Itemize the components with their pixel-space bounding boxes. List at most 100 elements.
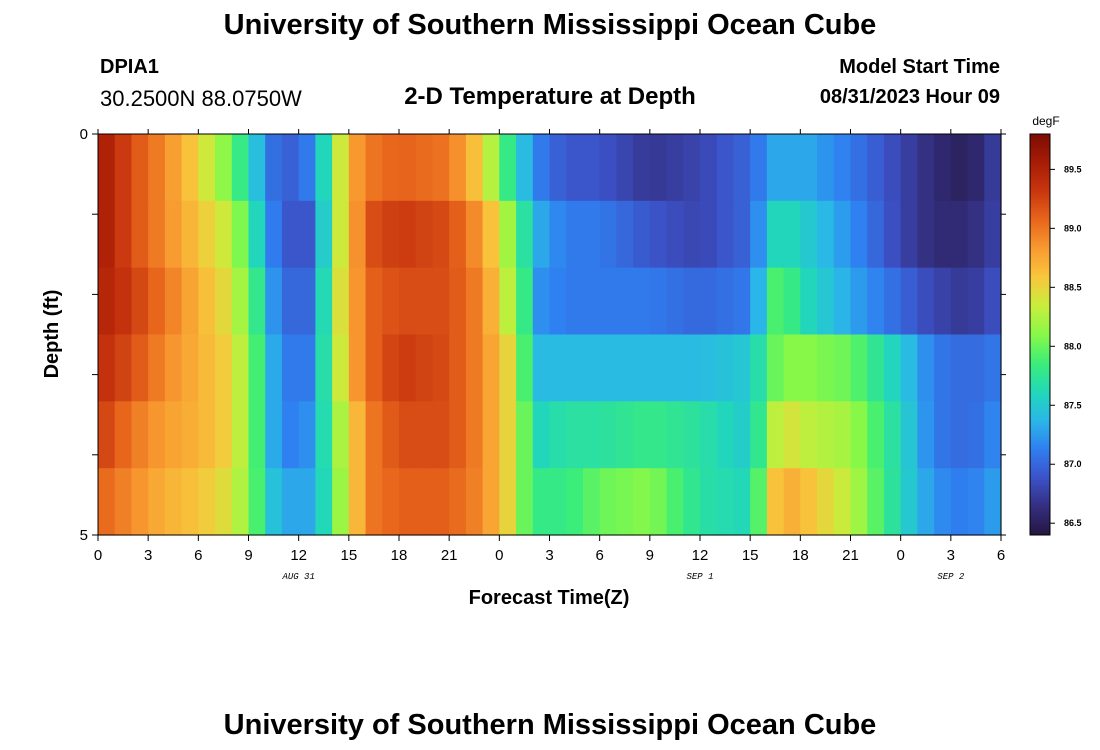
- heatmap-cell: [248, 334, 266, 402]
- colorbar-tick-label: 87.5: [1064, 400, 1082, 410]
- heatmap-cell: [516, 267, 534, 336]
- heatmap-cell: [315, 267, 333, 336]
- heatmap-cell: [181, 134, 199, 202]
- heatmap-cell: [950, 468, 969, 536]
- heatmap-cell: [114, 468, 133, 536]
- heatmap-cell: [700, 134, 718, 202]
- heatmap-cell: [850, 401, 868, 469]
- footer-title: University of Southern Mississippi Ocean…: [223, 709, 877, 741]
- heatmap-cell: [666, 334, 684, 402]
- heatmap-cell: [198, 468, 216, 536]
- x-tick-label: 6: [595, 547, 603, 564]
- heatmap-cell: [164, 334, 183, 402]
- heatmap-cell: [98, 334, 116, 402]
- heatmap-cell: [332, 334, 350, 402]
- heatmap-cell: [733, 468, 751, 536]
- heatmap-cells: [98, 134, 1002, 536]
- x-tick-label: 3: [545, 547, 553, 564]
- heatmap-cell: [449, 468, 467, 536]
- heatmap-cell: [231, 401, 250, 469]
- heatmap-cell: [934, 200, 952, 269]
- heatmap-cell: [231, 267, 250, 336]
- x-tick-label: 9: [646, 547, 654, 564]
- heatmap-cell: [248, 267, 266, 336]
- x-tick-label: 6: [997, 547, 1005, 564]
- heatmap-cell: [298, 200, 316, 269]
- heatmap-cell: [499, 334, 517, 402]
- heatmap-cell: [131, 200, 149, 269]
- heatmap-cell: [616, 200, 634, 269]
- heatmap-cell: [315, 200, 333, 269]
- heatmap-cell: [967, 334, 985, 402]
- heatmap-cell: [700, 200, 718, 269]
- heatmap-cell: [616, 401, 634, 469]
- x-tick-label: 6: [194, 547, 202, 564]
- heatmap-cell: [700, 468, 718, 536]
- heatmap-cell: [666, 401, 684, 469]
- heatmap-cell: [482, 267, 500, 336]
- heatmap-cell: [750, 134, 768, 202]
- heatmap-cell: [633, 401, 651, 469]
- heatmap-cell: [716, 134, 735, 202]
- x-axis-title: Forecast Time(Z): [469, 587, 630, 609]
- heatmap-cell: [934, 267, 952, 336]
- heatmap-cell: [516, 200, 534, 269]
- date-label: AUG 31: [281, 572, 314, 582]
- station-coordinates: 30.2500N 88.0750W: [100, 86, 302, 111]
- heatmap-cell: [883, 468, 902, 536]
- heatmap-cell: [499, 134, 517, 202]
- heatmap-cell: [332, 401, 350, 469]
- heatmap-cell: [215, 401, 233, 469]
- heatmap-cell: [800, 200, 818, 269]
- heatmap-cell: [750, 401, 768, 469]
- chart-title: 2-D Temperature at Depth: [404, 83, 696, 110]
- heatmap-cell: [700, 267, 718, 336]
- heatmap-cell: [883, 334, 902, 402]
- heatmap-cell: [131, 401, 149, 469]
- heatmap-cell: [766, 200, 785, 269]
- heatmap-cell: [532, 401, 551, 469]
- heatmap-cell: [215, 134, 233, 202]
- heatmap-cell: [967, 134, 985, 202]
- heatmap-cell: [365, 334, 383, 402]
- heatmap-cell: [482, 134, 500, 202]
- heatmap-cell: [783, 334, 801, 402]
- heatmap-cell: [566, 134, 584, 202]
- heatmap-cell: [265, 334, 283, 402]
- heatmap-cell: [633, 267, 651, 336]
- heatmap-cell: [733, 334, 751, 402]
- heatmap-cell: [783, 134, 801, 202]
- heatmap-cell: [298, 468, 316, 536]
- heatmap-cell: [131, 267, 149, 336]
- heatmap-cell: [164, 200, 183, 269]
- heatmap-cell: [281, 267, 300, 336]
- heatmap-cell: [917, 134, 935, 202]
- heatmap-cell: [817, 334, 835, 402]
- heatmap-cell: [315, 334, 333, 402]
- heatmap-cell: [783, 200, 801, 269]
- heatmap-cell: [348, 401, 367, 469]
- heatmap-cell: [231, 334, 250, 402]
- heatmap-cell: [348, 468, 367, 536]
- heatmap-cell: [432, 267, 450, 336]
- heatmap-cell: [248, 200, 266, 269]
- heatmap-cell: [867, 401, 885, 469]
- heatmap-cell: [348, 334, 367, 402]
- heatmap-cell: [415, 334, 434, 402]
- heatmap-cell: [432, 134, 450, 202]
- colorbar-ticks: 86.5 87.0 87.5 88.0 88.5 89.0 89.5: [1050, 164, 1082, 528]
- heatmap-cell: [649, 334, 668, 402]
- heatmap-cell: [382, 334, 400, 402]
- heatmap-cell: [231, 468, 250, 536]
- x-tick-label: 12: [692, 547, 709, 564]
- heatmap-cell: [298, 401, 316, 469]
- heatmap-cell: [766, 401, 785, 469]
- heatmap-cell: [766, 468, 785, 536]
- heatmap-cell: [98, 134, 116, 202]
- heatmap-cell: [465, 334, 484, 402]
- heatmap-cell: [148, 200, 166, 269]
- heatmap-cell: [683, 200, 701, 269]
- heatmap-cell: [984, 401, 1002, 469]
